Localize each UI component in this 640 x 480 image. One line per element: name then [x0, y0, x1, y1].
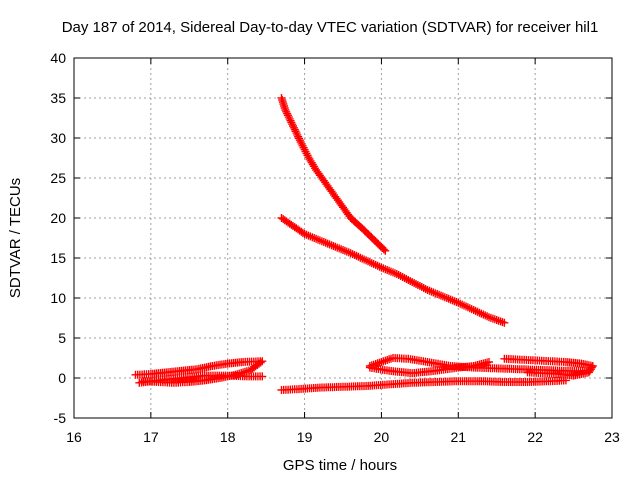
series-track-b — [277, 214, 509, 327]
x-tick-label: 20 — [374, 429, 390, 445]
x-tick-label: 21 — [450, 429, 466, 445]
series-track-h — [500, 354, 597, 380]
data-point-markers — [135, 371, 267, 387]
y-tick-label: 15 — [50, 250, 66, 266]
x-tick-label: 18 — [220, 429, 236, 445]
series-track-e — [277, 376, 570, 394]
data-point-markers — [365, 358, 493, 378]
y-tick-label: 25 — [50, 170, 66, 186]
x-tick-label: 16 — [66, 429, 82, 445]
y-tick-label: 10 — [50, 290, 66, 306]
x-tick-label: 17 — [143, 429, 159, 445]
y-tick-label: 0 — [58, 370, 66, 386]
x-tick-label: 23 — [604, 429, 620, 445]
data-point-markers — [277, 214, 509, 327]
y-axis-title: SDTVAR / TECUs — [7, 178, 24, 298]
data-point-markers — [277, 94, 390, 255]
y-tick-label: 20 — [50, 210, 66, 226]
x-tick-label: 19 — [297, 429, 313, 445]
chart-title: Day 187 of 2014, Sidereal Day-to-day VTE… — [62, 19, 599, 36]
plot-frame — [73, 57, 613, 419]
y-tick-label: 30 — [50, 130, 66, 146]
series-track-a — [277, 94, 390, 255]
data-points — [131, 94, 597, 394]
y-tick-label: -5 — [54, 410, 67, 426]
y-tick-label: 5 — [58, 330, 66, 346]
x-axis-title: GPS time / hours — [283, 457, 397, 474]
x-tick-label: 22 — [527, 429, 543, 445]
y-tick-label: 40 — [50, 50, 66, 66]
axes: 16 17 18 19 20 21 22 23 -5 0 5 10 15 20 25 30 35 40 — [50, 50, 620, 445]
series-track-g — [365, 358, 493, 378]
y-tick-label: 35 — [50, 90, 66, 106]
data-point-markers — [500, 354, 597, 380]
data-point-markers — [277, 376, 570, 394]
series-track-d — [135, 371, 267, 387]
